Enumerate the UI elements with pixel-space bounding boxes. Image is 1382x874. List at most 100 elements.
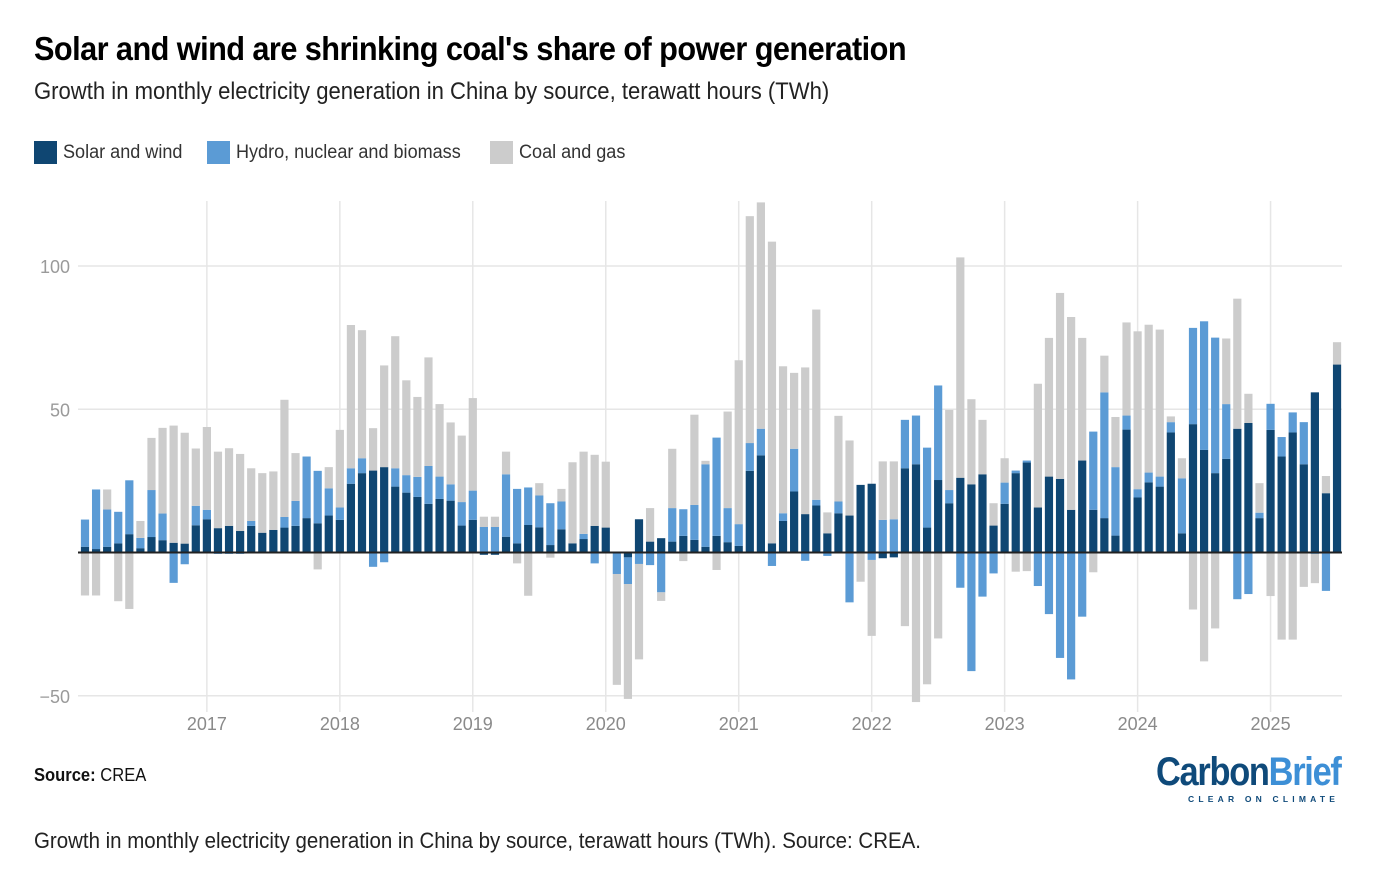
bar-coal-gas bbox=[956, 257, 965, 478]
bar-solar-wind bbox=[679, 535, 688, 553]
bar-hydro-nuclear-biomass bbox=[313, 470, 322, 524]
bar-solar-wind bbox=[1000, 503, 1009, 553]
bar-coal-gas bbox=[1055, 292, 1065, 479]
bar-hydro-nuclear-biomass bbox=[524, 487, 533, 525]
bar-hydro-nuclear-biomass bbox=[1199, 321, 1209, 450]
bar-group-2021-09 bbox=[823, 512, 832, 556]
bar-solar-wind bbox=[1299, 464, 1308, 553]
bar-solar-wind bbox=[845, 515, 854, 553]
bar-group-2020-09 bbox=[690, 414, 699, 553]
bar-hydro-nuclear-biomass bbox=[103, 509, 112, 547]
bar-group-2023-06 bbox=[1055, 292, 1065, 658]
y-tick-label: −50 bbox=[39, 687, 70, 707]
bar-solar-wind bbox=[812, 505, 821, 553]
logo-text-carbon: Carbon bbox=[1156, 750, 1270, 794]
bar-group-2022-11 bbox=[978, 419, 987, 597]
bar-group-2016-10 bbox=[169, 425, 178, 583]
bar-solar-wind bbox=[1166, 432, 1175, 553]
bar-group-2016-06 bbox=[125, 480, 134, 609]
bar-group-2017-06 bbox=[258, 473, 267, 553]
bar-hydro-nuclear-biomass bbox=[402, 475, 411, 493]
bar-group-2022-05 bbox=[911, 415, 921, 703]
bar-group-2023-01 bbox=[1000, 458, 1009, 553]
bar-coal-gas bbox=[1133, 331, 1142, 490]
bar-group-2023-04 bbox=[1033, 383, 1042, 587]
bar-group-2020-07 bbox=[668, 448, 677, 553]
bar-solar-wind bbox=[247, 525, 256, 553]
bar-group-2023-02 bbox=[1011, 470, 1020, 572]
bar-hydro-nuclear-biomass bbox=[1255, 512, 1264, 519]
bar-coal-gas bbox=[1177, 458, 1187, 479]
bar-hydro-nuclear-biomass bbox=[280, 516, 289, 528]
bar-group-2017-04 bbox=[236, 453, 245, 554]
bar-group-2018-02 bbox=[346, 325, 356, 553]
bar-hydro-nuclear-biomass bbox=[634, 552, 644, 564]
bar-group-2016-03 bbox=[91, 489, 101, 596]
bar-coal-gas bbox=[1321, 476, 1331, 494]
bar-coal-gas bbox=[91, 552, 101, 596]
bar-chart: −50 50 100 2017 2018 2019 2020 2021 2022 2023 2024… bbox=[39, 201, 1342, 734]
bar-group-2023-10 bbox=[1100, 355, 1109, 553]
bar-solar-wind bbox=[978, 474, 987, 553]
bar-coal-gas bbox=[834, 415, 843, 502]
bar-group-2020-01 bbox=[601, 461, 610, 553]
bar-coal-gas bbox=[601, 461, 610, 528]
bar-coal-gas bbox=[1044, 337, 1054, 477]
bar-hydro-nuclear-biomass bbox=[978, 552, 987, 597]
bar-hydro-nuclear-biomass bbox=[357, 458, 367, 474]
bar-coal-gas bbox=[1266, 552, 1275, 597]
bar-group-2022-02 bbox=[878, 461, 887, 559]
bar-coal-gas bbox=[856, 552, 865, 582]
bar-hydro-nuclear-biomass bbox=[1078, 552, 1087, 617]
bar-coal-gas bbox=[1122, 322, 1131, 416]
bar-coal-gas bbox=[690, 414, 699, 505]
bar-solar-wind bbox=[158, 540, 167, 553]
bar-group-2019-04 bbox=[501, 451, 511, 553]
bar-hydro-nuclear-biomass bbox=[922, 447, 932, 528]
bar-group-2020-10 bbox=[701, 460, 710, 553]
bar-group-2025-06 bbox=[1321, 476, 1331, 591]
bar-hydro-nuclear-biomass bbox=[546, 503, 555, 546]
bar-group-2019-06 bbox=[524, 487, 533, 596]
bar-group-2021-01 bbox=[734, 360, 743, 553]
bar-coal-gas bbox=[1211, 552, 1220, 629]
bar-series bbox=[80, 202, 1342, 703]
bar-group-2019-09 bbox=[557, 488, 566, 553]
bar-coal-gas bbox=[402, 380, 411, 476]
bar-hydro-nuclear-biomass bbox=[191, 505, 200, 526]
x-tick-label: 2023 bbox=[985, 714, 1025, 734]
bar-solar-wind bbox=[945, 503, 954, 553]
bar-solar-wind bbox=[867, 483, 876, 553]
bar-hydro-nuclear-biomass bbox=[756, 428, 765, 456]
figure-caption: Growth in monthly electricity generation… bbox=[34, 828, 921, 853]
bar-solar-wind bbox=[1133, 497, 1142, 553]
bar-group-2019-02 bbox=[479, 516, 488, 555]
bar-coal-gas bbox=[1199, 552, 1209, 662]
bar-group-2019-05 bbox=[513, 488, 522, 564]
bar-group-2017-05 bbox=[247, 468, 256, 553]
bar-group-2024-02 bbox=[1144, 324, 1153, 553]
bar-coal-gas bbox=[945, 409, 954, 491]
bar-hydro-nuclear-biomass bbox=[501, 474, 511, 537]
bar-group-2022-04 bbox=[900, 419, 910, 627]
bar-group-2017-09 bbox=[291, 453, 300, 553]
bar-coal-gas bbox=[125, 552, 134, 609]
bar-group-2019-08 bbox=[546, 503, 555, 558]
bar-hydro-nuclear-biomass bbox=[967, 552, 976, 672]
bar-hydro-nuclear-biomass bbox=[1089, 431, 1098, 510]
legend-item-solar-wind: Solar and wind bbox=[34, 141, 189, 164]
bar-coal-gas bbox=[457, 435, 466, 503]
bar-solar-wind bbox=[302, 518, 311, 553]
x-tick-label: 2022 bbox=[852, 714, 892, 734]
bar-solar-wind bbox=[967, 484, 976, 553]
bar-solar-wind bbox=[734, 545, 743, 553]
bar-solar-wind bbox=[1321, 493, 1331, 553]
bar-coal-gas bbox=[479, 516, 488, 528]
bar-solar-wind bbox=[1111, 535, 1120, 553]
bar-hydro-nuclear-biomass bbox=[413, 476, 422, 497]
bar-hydro-nuclear-biomass bbox=[302, 456, 311, 519]
bar-coal-gas bbox=[734, 360, 743, 525]
bar-hydro-nuclear-biomass bbox=[557, 501, 566, 530]
bar-group-2022-08 bbox=[945, 409, 954, 553]
bar-group-2025-04 bbox=[1299, 422, 1308, 587]
